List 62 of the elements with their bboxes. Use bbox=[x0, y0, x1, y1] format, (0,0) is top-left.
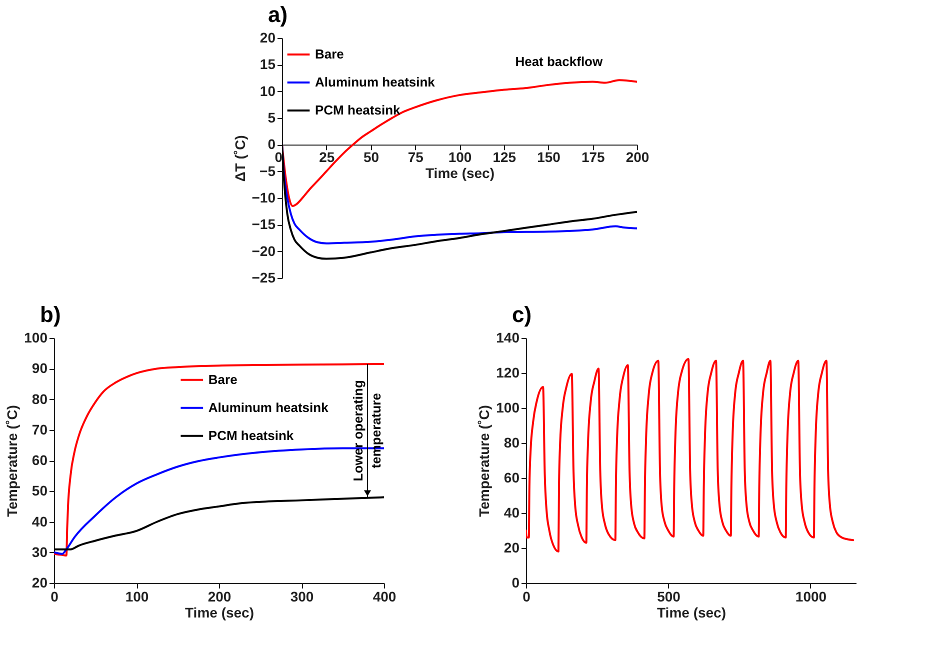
y-tick-label: 5 bbox=[268, 110, 276, 126]
line-series bbox=[526, 358, 854, 552]
y-tick-label: −15 bbox=[252, 216, 276, 232]
x-tick-label: 100 bbox=[125, 588, 149, 604]
y-tick-label: 50 bbox=[32, 482, 48, 499]
x-tick-label: 0 bbox=[50, 588, 59, 604]
y-tick-label: 20 bbox=[260, 30, 276, 46]
y-tick-label: 140 bbox=[496, 330, 520, 346]
legend-label: PCM heatsink bbox=[208, 428, 294, 443]
y-tick-label: 120 bbox=[496, 364, 520, 380]
y-tick-label: 100 bbox=[496, 400, 520, 416]
y-axis-title: ΔT (˚C) bbox=[232, 135, 248, 182]
x-axis-title: Time (sec) bbox=[426, 165, 494, 182]
x-tick-label: 100 bbox=[448, 149, 472, 166]
y-tick-label: 80 bbox=[504, 434, 520, 450]
x-tick-label: 200 bbox=[626, 149, 650, 166]
x-tick-label: 400 bbox=[372, 588, 396, 604]
y-tick-label: 60 bbox=[32, 452, 48, 468]
chart-title: c) bbox=[512, 302, 532, 327]
chart-title: b) bbox=[40, 302, 61, 327]
legend-label: Bare bbox=[208, 372, 238, 387]
y-tick-label: 40 bbox=[32, 513, 48, 530]
x-axis-title: Time (sec) bbox=[657, 604, 726, 620]
x-tick-label: 500 bbox=[657, 588, 681, 604]
y-tick-label: 10 bbox=[260, 82, 276, 99]
y-tick-label: −10 bbox=[252, 190, 276, 206]
y-tick-label: 15 bbox=[260, 56, 276, 72]
y-tick-label: 90 bbox=[32, 360, 48, 376]
y-tick-label: 60 bbox=[504, 470, 520, 486]
y-tick-label: 30 bbox=[32, 544, 48, 560]
y-tick-label: −5 bbox=[260, 162, 276, 179]
x-tick-label: 75 bbox=[408, 149, 424, 166]
annotation: Lower operating temperature bbox=[350, 380, 384, 482]
y-tick-label: 20 bbox=[32, 574, 48, 590]
y-tick-label: −20 bbox=[252, 242, 276, 259]
y-tick-label: 0 bbox=[512, 574, 520, 590]
chart-title: a) bbox=[268, 2, 288, 27]
y-tick-label: 0 bbox=[268, 136, 276, 152]
x-tick-label: 150 bbox=[537, 149, 561, 166]
y-axis-title: Temperature (˚C) bbox=[4, 405, 20, 517]
y-tick-label: −25 bbox=[252, 270, 276, 286]
x-tick-label: 50 bbox=[363, 149, 380, 166]
line-series bbox=[54, 363, 384, 556]
x-tick-label: 25 bbox=[319, 149, 335, 166]
annotation: Heat backflow bbox=[515, 54, 604, 69]
x-tick-label: 200 bbox=[208, 588, 232, 604]
x-tick-label: 0 bbox=[522, 588, 531, 604]
y-axis-title: Temperature (˚C) bbox=[476, 405, 492, 517]
x-tick-label: 175 bbox=[581, 149, 606, 166]
legend-label: PCM heatsink bbox=[315, 102, 402, 118]
y-tick-label: 100 bbox=[24, 330, 48, 346]
y-tick-label: 70 bbox=[32, 421, 48, 438]
x-tick-label: 300 bbox=[290, 588, 314, 604]
legend-label: Aluminum heatsink bbox=[208, 400, 330, 415]
x-tick-label: 1000 bbox=[795, 588, 827, 604]
x-tick-label: 125 bbox=[492, 149, 516, 166]
x-axis-title: Time (sec) bbox=[185, 604, 254, 620]
y-tick-label: 20 bbox=[504, 540, 520, 556]
y-tick-label: 40 bbox=[504, 504, 520, 520]
legend-label: Bare bbox=[315, 46, 344, 62]
legend-label: Aluminum heatsink bbox=[315, 74, 436, 90]
y-tick-label: 80 bbox=[32, 390, 48, 407]
